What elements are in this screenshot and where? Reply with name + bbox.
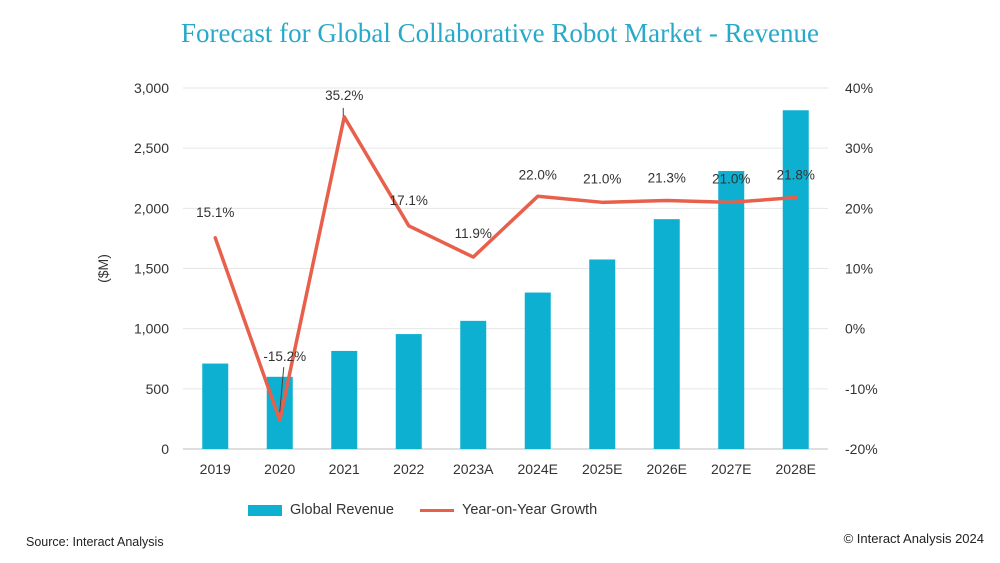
y2-tick-label: 20% [845,200,873,216]
y2-tick-label: 40% [845,80,873,96]
y2-tick-label: 10% [845,261,873,277]
y-tick-label: 1,500 [134,261,169,277]
y-tick-label: 1,000 [134,321,169,337]
data-label: -15.2% [263,349,306,364]
legend-label-growth: Year-on-Year Growth [462,502,598,518]
y-tick-label: 0 [161,441,169,457]
x-tick-label: 2025E [582,461,622,477]
data-label: 35.2% [325,88,363,103]
y2-tick-label: 0% [845,321,865,337]
data-label: 21.0% [712,171,750,186]
x-tick-label: 2024E [518,461,558,477]
y2-tick-label: 30% [845,140,873,156]
bar [718,171,745,449]
y-tick-label: 3,000 [134,80,169,96]
legend-item-growth: Year-on-Year Growth [420,502,597,518]
bar [202,363,229,449]
y-axis-label: ($M) [95,254,111,283]
data-label: 15.1% [196,205,234,220]
legend: Global Revenue Year-on-Year Growth [248,502,623,518]
y2-tick-label: -20% [845,441,878,457]
bar [782,110,809,450]
data-label: 21.0% [583,171,621,186]
x-tick-label: 2019 [200,461,231,477]
y-tick-label: 2,500 [134,140,169,156]
x-tick-label: 2027E [711,461,751,477]
legend-swatch-growth [420,508,454,512]
x-tick-label: 2023A [453,461,494,477]
bar [653,219,680,449]
data-label: 22.0% [519,167,557,182]
bar [395,334,422,449]
y-tick-label: 2,000 [134,200,169,216]
legend-item-revenue: Global Revenue [248,502,394,518]
data-label: 11.9% [455,226,492,241]
bar [331,350,358,449]
x-tick-label: 2026E [647,461,687,477]
data-label: 21.8% [777,168,815,183]
legend-swatch-revenue [248,504,282,516]
x-tick-label: 2021 [329,461,360,477]
x-tick-label: 2028E [776,461,816,477]
bar [524,292,551,449]
data-label: 17.1% [390,193,428,208]
growth-line [213,115,798,422]
chart-title: Forecast for Global Collaborative Robot … [180,18,820,48]
copyright-note: © Interact Analysis 2024 [843,531,984,546]
data-label: 21.3% [648,171,686,186]
data-label-leader [279,367,285,413]
y-tick-label: 500 [146,381,170,397]
source-note: Source: Interact Analysis [26,535,164,549]
bar [460,320,487,449]
y2-tick-label: -10% [845,381,878,397]
x-tick-label: 2020 [264,461,295,477]
x-tick-label: 2022 [393,461,424,477]
bar [589,259,616,449]
legend-label-revenue: Global Revenue [290,502,394,518]
